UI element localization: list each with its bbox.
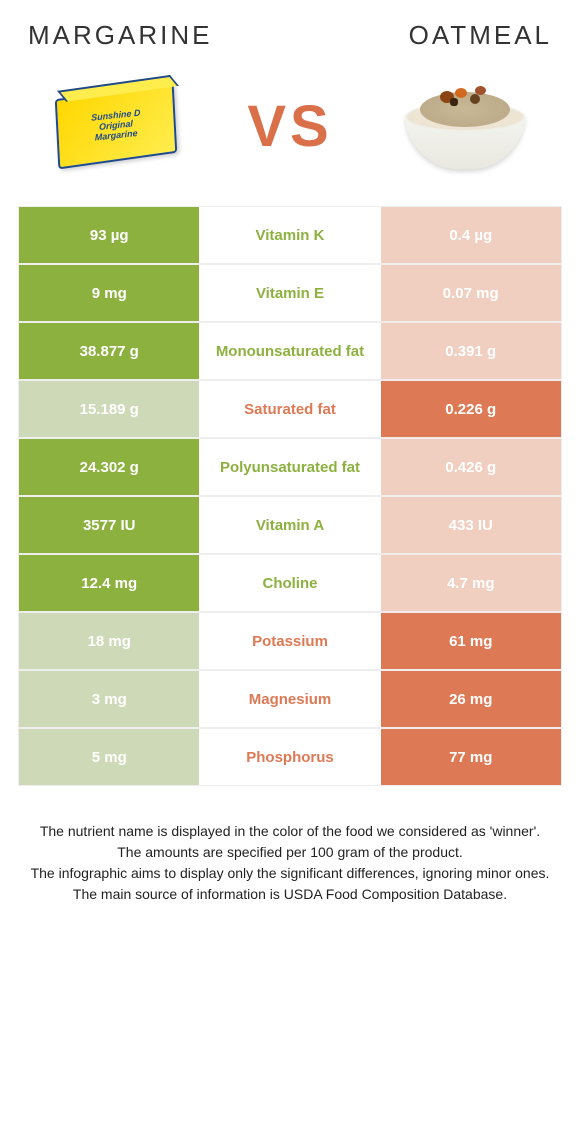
infographic-container: Margarine Oatmeal Sunshine DOriginalMarg… bbox=[0, 0, 580, 925]
table-row: 12.4 mgCholine4.7 mg bbox=[18, 554, 562, 612]
left-value: 9 mg bbox=[19, 265, 199, 321]
right-food-title: Oatmeal bbox=[409, 20, 552, 51]
left-value: 15.189 g bbox=[19, 381, 199, 437]
table-row: 24.302 gPolyunsaturated fat0.426 g bbox=[18, 438, 562, 496]
nutrient-label: Saturated fat bbox=[199, 381, 380, 437]
right-value: 26 mg bbox=[381, 671, 561, 727]
left-food-title: Margarine bbox=[28, 20, 212, 51]
footer-notes: The nutrient name is displayed in the co… bbox=[18, 821, 562, 905]
left-value: 3577 IU bbox=[19, 497, 199, 553]
footer-line-3: The infographic aims to display only the… bbox=[23, 863, 557, 884]
nutrient-label: Phosphorus bbox=[199, 729, 380, 785]
table-row: 9 mgVitamin E0.07 mg bbox=[18, 264, 562, 322]
table-row: 3 mgMagnesium26 mg bbox=[18, 670, 562, 728]
nutrient-label: Potassium bbox=[199, 613, 380, 669]
right-value: 61 mg bbox=[381, 613, 561, 669]
footer-line-2: The amounts are specified per 100 gram o… bbox=[23, 842, 557, 863]
header-row: Margarine Oatmeal bbox=[18, 20, 562, 76]
footer-line-4: The main source of information is USDA F… bbox=[23, 884, 557, 905]
right-value: 0.391 g bbox=[381, 323, 561, 379]
footer-line-1: The nutrient name is displayed in the co… bbox=[23, 821, 557, 842]
left-value: 24.302 g bbox=[19, 439, 199, 495]
right-value: 433 IU bbox=[381, 497, 561, 553]
table-row: 5 mgPhosphorus77 mg bbox=[18, 728, 562, 786]
table-row: 18 mgPotassium61 mg bbox=[18, 612, 562, 670]
right-value: 0.07 mg bbox=[381, 265, 561, 321]
right-value: 0.4 µg bbox=[381, 207, 561, 263]
table-row: 3577 IUVitamin A433 IU bbox=[18, 496, 562, 554]
nutrient-label: Monounsaturated fat bbox=[199, 323, 380, 379]
nutrient-label: Polyunsaturated fat bbox=[199, 439, 380, 495]
left-value: 38.877 g bbox=[19, 323, 199, 379]
right-value: 0.226 g bbox=[381, 381, 561, 437]
nutrient-label: Vitamin A bbox=[199, 497, 380, 553]
margarine-image: Sunshine DOriginalMargarine bbox=[48, 76, 183, 176]
vs-label: VS bbox=[247, 93, 332, 160]
left-value: 3 mg bbox=[19, 671, 199, 727]
table-row: 38.877 gMonounsaturated fat0.391 g bbox=[18, 322, 562, 380]
left-value: 18 mg bbox=[19, 613, 199, 669]
right-value: 77 mg bbox=[381, 729, 561, 785]
oatmeal-image bbox=[397, 76, 532, 176]
left-value: 12.4 mg bbox=[19, 555, 199, 611]
right-value: 4.7 mg bbox=[381, 555, 561, 611]
nutrient-label: Vitamin K bbox=[199, 207, 380, 263]
table-row: 93 µgVitamin K0.4 µg bbox=[18, 206, 562, 264]
nutrient-table: 93 µgVitamin K0.4 µg9 mgVitamin E0.07 mg… bbox=[18, 206, 562, 786]
vs-row: Sunshine DOriginalMargarine VS bbox=[18, 76, 562, 206]
nutrient-label: Magnesium bbox=[199, 671, 380, 727]
right-value: 0.426 g bbox=[381, 439, 561, 495]
left-value: 93 µg bbox=[19, 207, 199, 263]
table-row: 15.189 gSaturated fat0.226 g bbox=[18, 380, 562, 438]
nutrient-label: Choline bbox=[199, 555, 380, 611]
nutrient-label: Vitamin E bbox=[199, 265, 380, 321]
left-value: 5 mg bbox=[19, 729, 199, 785]
